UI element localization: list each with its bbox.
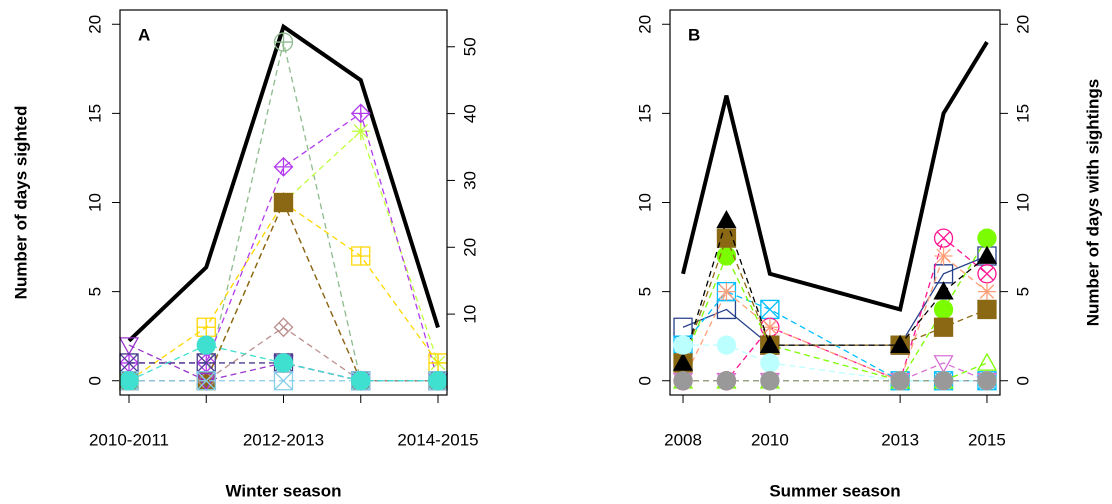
y-tick-label: 5	[85, 287, 104, 296]
series-line	[682, 218, 988, 364]
marker	[977, 264, 997, 284]
y-tick-label: 20	[635, 15, 654, 34]
marker	[119, 371, 139, 391]
y2-tick-label: 50	[460, 37, 479, 56]
marker	[428, 371, 448, 391]
y2-tick-label: 10	[1013, 193, 1032, 212]
y-tick-label: 10	[85, 193, 104, 212]
marker	[760, 371, 780, 391]
marker	[977, 299, 997, 320]
x-tick-label: 2015	[968, 430, 1006, 449]
marker	[273, 192, 294, 213]
y2-tick-label: 15	[1013, 104, 1032, 123]
marker	[717, 282, 736, 301]
marker	[196, 371, 216, 391]
marker	[351, 371, 371, 391]
y-tick-label: 5	[635, 287, 654, 296]
marker	[196, 317, 216, 337]
x-tick-label: 2014-2015	[397, 430, 478, 449]
marker	[977, 282, 996, 301]
marker	[976, 352, 998, 371]
marker	[933, 281, 954, 300]
y-axis-label: Number of days sighted	[11, 106, 30, 300]
y-tick-label: 0	[635, 376, 654, 385]
marker	[977, 371, 997, 391]
marker	[890, 371, 910, 391]
marker	[273, 317, 294, 338]
marker	[351, 246, 371, 266]
x-tick-label: 2008	[664, 430, 702, 449]
x-axis-label: Summer season	[769, 481, 900, 500]
y-tick-label: 15	[85, 104, 104, 123]
marker	[977, 228, 997, 248]
marker	[273, 32, 294, 52]
marker	[933, 264, 954, 284]
plot-box	[119, 9, 448, 396]
marker	[933, 228, 954, 248]
marker	[716, 209, 737, 229]
series-line	[682, 237, 988, 382]
y2-axis-label: Number of days with sightings	[1083, 79, 1102, 326]
y-tick-label: 20	[85, 15, 104, 34]
plot-box	[669, 9, 1001, 396]
marker	[673, 335, 693, 355]
marker	[933, 355, 954, 374]
x-axis-label: Winter season	[225, 481, 341, 500]
marker	[933, 371, 954, 391]
y2-tick-label: 10	[460, 305, 479, 324]
marker	[934, 246, 953, 265]
marker	[273, 353, 294, 373]
panel-label: A	[138, 25, 150, 44]
marker	[196, 335, 216, 355]
marker	[760, 318, 779, 337]
marker	[716, 246, 737, 266]
marker	[196, 372, 217, 392]
series-line	[681, 41, 989, 312]
y-tick-label: 0	[85, 376, 104, 385]
series-line	[127, 23, 440, 343]
x-tick-label: 2010	[751, 430, 789, 449]
y2-tick-label: 40	[460, 104, 479, 123]
y2-tick-label: 5	[1013, 287, 1032, 296]
series-line	[682, 254, 988, 382]
x-tick-label: 2013	[881, 430, 919, 449]
y-tick-label: 10	[635, 193, 654, 212]
series-line	[129, 112, 439, 381]
y2-tick-label: 20	[1013, 15, 1032, 34]
marker	[118, 337, 140, 356]
y2-tick-label: 20	[460, 238, 479, 257]
x-tick-label: 2010-2011	[89, 430, 169, 449]
marker	[716, 228, 737, 248]
y-tick-label: 15	[635, 104, 654, 123]
marker	[976, 245, 998, 264]
marker	[760, 353, 780, 373]
marker	[890, 334, 911, 353]
marker	[351, 122, 370, 141]
marker	[273, 156, 294, 177]
y2-tick-label: 0	[1013, 376, 1032, 385]
marker	[350, 103, 371, 124]
marker	[673, 371, 693, 391]
marker	[933, 317, 954, 337]
panel-label: B	[688, 25, 700, 44]
marker	[716, 335, 737, 355]
marker	[933, 299, 954, 320]
marker	[759, 334, 780, 353]
x-tick-label: 2012-2013	[243, 430, 324, 449]
y2-tick-label: 30	[460, 171, 479, 190]
marker	[760, 299, 780, 320]
marker	[672, 352, 694, 371]
marker	[716, 371, 737, 391]
